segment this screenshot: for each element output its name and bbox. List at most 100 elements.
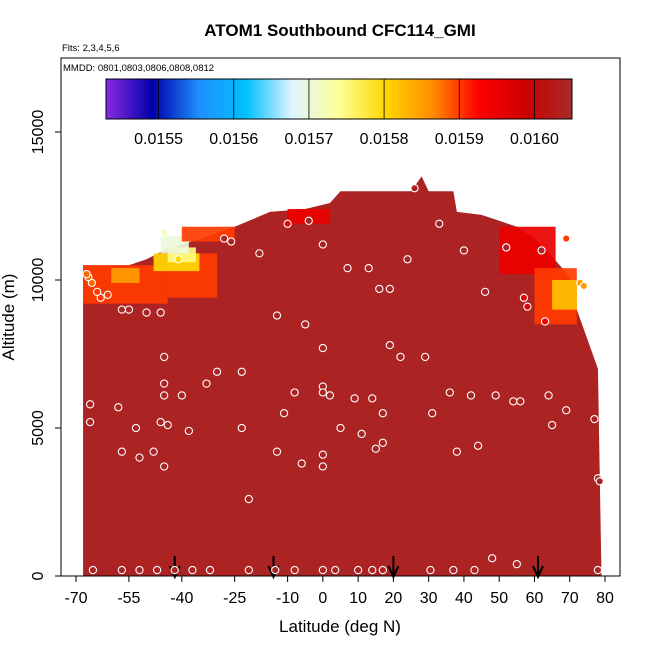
x-tick-label: -10	[276, 590, 299, 607]
observation-point	[562, 406, 571, 415]
observation-point	[170, 565, 179, 575]
observation-point	[378, 438, 387, 447]
plot-area	[83, 176, 602, 576]
plot-frame	[60, 57, 621, 577]
observation-point	[177, 391, 186, 400]
observation-point	[343, 264, 352, 273]
x-tick-label: 80	[596, 590, 614, 607]
observation-point	[491, 391, 500, 400]
observation-point	[255, 249, 264, 258]
observation-point	[378, 565, 387, 575]
observation-point	[364, 264, 373, 273]
observation-point	[160, 391, 169, 400]
observation-point	[318, 462, 328, 471]
observation-point	[297, 459, 306, 468]
observation-point	[237, 367, 246, 376]
observation-point	[304, 216, 313, 225]
observation-point	[547, 420, 557, 430]
observation-point	[466, 391, 476, 400]
observation-point	[385, 284, 395, 294]
observation-point	[590, 414, 599, 424]
x-tick-label: 0	[318, 590, 327, 607]
observation-point	[473, 441, 483, 450]
observation-point	[160, 228, 169, 237]
observation-point	[131, 423, 141, 433]
observation-point	[449, 565, 458, 575]
observation-point	[516, 397, 525, 406]
observation-point	[152, 565, 162, 575]
flights-annotation: Flts: 2,3,4,5,6	[62, 43, 120, 54]
observation-point	[595, 477, 604, 486]
observation-point	[244, 565, 253, 575]
observation-point	[149, 447, 158, 456]
observation-point	[114, 403, 123, 412]
observation-point	[428, 409, 437, 418]
observation-point	[480, 287, 490, 296]
x-tick-label: 50	[490, 590, 508, 607]
x-tick-label: -55	[117, 590, 140, 607]
observation-point	[502, 243, 511, 252]
observation-point	[271, 565, 280, 575]
observation-point	[156, 308, 165, 317]
observation-point	[290, 388, 299, 397]
observation-point	[272, 311, 282, 320]
x-axis-label: Latitude (deg N)	[279, 617, 401, 636]
observation-point	[117, 447, 126, 456]
observation-point	[202, 379, 211, 388]
y-axis-label: Altitude (m)	[0, 274, 18, 361]
x-tick-label: 30	[420, 590, 438, 607]
colorbar-tick-label: 0.0157	[284, 131, 333, 148]
observation-point	[325, 391, 335, 400]
observation-point	[368, 565, 377, 575]
observation-point	[160, 462, 169, 471]
y-tick-label: 0	[30, 571, 47, 580]
observation-point	[82, 269, 91, 279]
observation-point	[188, 565, 197, 575]
observation-point	[512, 560, 521, 569]
observation-point	[227, 237, 236, 246]
field-cell-7	[287, 208, 330, 224]
x-tick-label: 10	[349, 590, 367, 607]
observation-point	[420, 352, 430, 362]
observation-point	[519, 293, 529, 302]
observation-point	[579, 281, 588, 291]
colorbar-tick-label: 0.0158	[360, 131, 409, 148]
observation-point	[212, 367, 222, 376]
observation-point	[396, 352, 405, 362]
observation-point	[593, 565, 603, 575]
observation-point	[318, 343, 328, 353]
observation-point	[142, 308, 151, 317]
dates-annotation: MMDD: 0801,0803,0806,0808,0812	[63, 63, 214, 74]
observation-point	[290, 565, 299, 575]
observation-point	[301, 320, 310, 329]
observation-point	[117, 305, 126, 314]
x-tick-label: 60	[526, 590, 544, 607]
observation-point	[487, 554, 497, 563]
observation-point	[375, 284, 384, 294]
observation-point	[403, 255, 412, 264]
field-cell-10	[552, 280, 577, 310]
observation-point	[135, 453, 144, 462]
observation-point	[357, 429, 366, 439]
x-tick-label: -70	[64, 590, 87, 607]
observation-point	[279, 409, 289, 418]
chart-title: ATOM1 Southbound CFC114_GMI	[204, 21, 475, 40]
observation-point	[452, 447, 462, 456]
observation-point	[331, 565, 340, 575]
observation-point	[174, 255, 183, 264]
field-cell-1	[111, 268, 140, 283]
observation-point	[435, 219, 444, 228]
observation-point	[103, 290, 112, 299]
colorbar-tick-label: 0.0159	[435, 131, 484, 148]
observation-point	[117, 565, 126, 575]
x-tick-label: 70	[561, 590, 579, 607]
observation-point	[85, 417, 95, 427]
observation-point	[378, 409, 387, 418]
y-tick-label: 5000	[30, 410, 47, 446]
observation-point	[336, 423, 345, 433]
observation-point	[88, 565, 98, 575]
observation-point	[470, 565, 479, 575]
colorbar: 0.0155 0.0156 0.0157 0.0158 0.0159 0.0160	[105, 78, 573, 148]
observation-point	[184, 426, 194, 436]
